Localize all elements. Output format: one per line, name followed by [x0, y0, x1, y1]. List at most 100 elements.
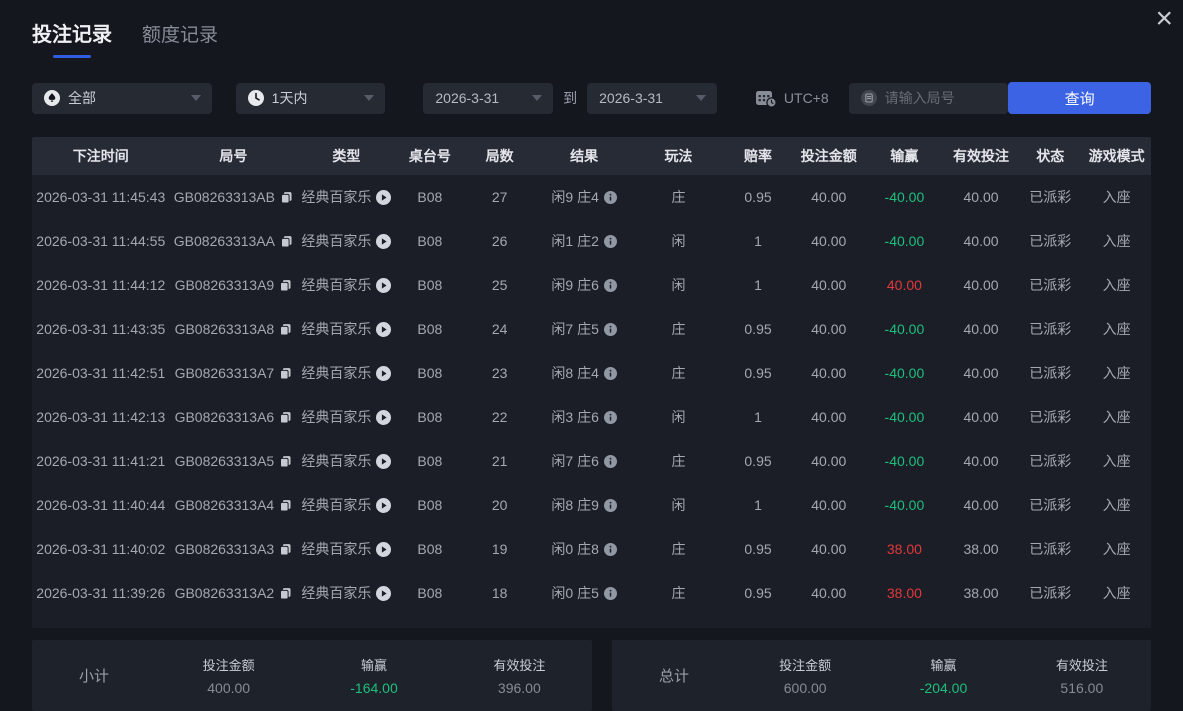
odds-cell: 0.95 [744, 365, 772, 381]
game-type-dropdown[interactable]: 全部 [32, 82, 212, 114]
table-row: 2026-03-31 11:42:13 GB08263313A6 经典百家乐 B… [32, 395, 1151, 439]
copy-icon[interactable] [279, 367, 292, 380]
copy-icon[interactable] [279, 499, 292, 512]
game-id-value: GB08263313A4 [174, 497, 275, 513]
game-id-search-box[interactable] [848, 82, 1009, 114]
info-icon[interactable] [603, 322, 617, 336]
play-video-icon[interactable] [376, 453, 392, 469]
win-loss-value: -40.00 [884, 453, 925, 469]
date-from-picker[interactable]: 2026-3-31 [423, 82, 554, 114]
bet-amount-cell: 40.00 [811, 321, 847, 337]
game-id-input[interactable] [884, 90, 997, 106]
stat-value: 396.00 [497, 680, 541, 696]
copy-icon[interactable] [279, 279, 292, 292]
game-mode-cell: 入座 [1102, 541, 1131, 557]
table-body: 2026-03-31 11:45:43 GB08263313AB 经典百家乐 B… [32, 175, 1151, 628]
play-video-icon[interactable] [376, 321, 392, 337]
timezone-indicator[interactable]: UTC+8 [755, 88, 829, 108]
play-video-icon[interactable] [376, 233, 392, 249]
column-header-play: 玩法 [664, 148, 693, 164]
play-video-icon[interactable] [376, 365, 392, 381]
result-value: 闲7 庄5 [551, 321, 599, 337]
info-icon[interactable] [603, 234, 617, 248]
game-id-cell: GB08263313AB [170, 189, 298, 205]
win-loss-value: -40.00 [884, 497, 925, 513]
play-video-icon[interactable] [376, 541, 392, 557]
info-icon[interactable] [603, 498, 617, 512]
table-no-cell: B08 [417, 409, 443, 425]
bet-amount-cell: 40.00 [811, 409, 847, 425]
info-icon[interactable] [603, 190, 617, 204]
search-button[interactable]: 查询 [1008, 82, 1151, 114]
close-icon[interactable]: × [1155, 2, 1173, 35]
play-video-icon[interactable] [376, 497, 392, 513]
copy-icon[interactable] [280, 235, 293, 248]
bet-time-cell: 2026-03-31 11:44:55 [36, 233, 166, 249]
win-loss-cell: -40.00 [865, 453, 944, 469]
table-no-cell: B08 [417, 541, 443, 557]
result-cell: 闲0 庄5 [535, 583, 633, 603]
tab-quota-records[interactable]: 额度记录 [142, 25, 219, 46]
subtotal-win-loss: 输赢 -164.00 [301, 655, 446, 696]
column-header-game-mode: 游戏模式 [1088, 148, 1145, 164]
column-header-game-id: 局号 [219, 148, 248, 164]
game-mode-cell: 入座 [1102, 189, 1131, 205]
result-cell: 闲0 庄8 [535, 539, 633, 559]
win-loss-cell: 40.00 [865, 277, 944, 293]
copy-icon[interactable] [279, 587, 292, 600]
column-header-round: 局数 [485, 148, 514, 164]
record-search-icon [860, 90, 877, 106]
copy-icon[interactable] [279, 455, 292, 468]
copy-icon[interactable] [279, 323, 292, 336]
to-label: 到 [563, 90, 578, 106]
copy-icon[interactable] [279, 543, 292, 556]
play-cell: 闲 [671, 233, 686, 249]
odds-cell: 1 [754, 233, 762, 249]
odds-cell: 1 [754, 277, 762, 293]
copy-icon[interactable] [279, 411, 292, 424]
game-id-cell: GB08263313AA [170, 233, 298, 249]
table-row: 2026-03-31 11:43:35 GB08263313A8 经典百家乐 B… [32, 307, 1151, 351]
round-cell: 27 [491, 189, 508, 205]
tab-bet-records[interactable]: 投注记录 [32, 18, 112, 58]
stat-label: 有效投注 [493, 658, 546, 673]
game-type-cell: 经典百家乐 [297, 583, 395, 603]
game-id-value: GB08263313AB [173, 189, 275, 205]
info-icon[interactable] [603, 542, 617, 556]
info-icon[interactable] [603, 278, 617, 292]
info-icon[interactable] [603, 586, 617, 600]
copy-icon[interactable] [280, 191, 293, 204]
stat-label: 输赢 [930, 658, 957, 673]
round-cell: 21 [491, 453, 508, 469]
round-cell: 19 [491, 541, 508, 557]
date-to-picker[interactable]: 2026-3-31 [587, 82, 717, 114]
result-value: 闲8 庄9 [551, 497, 599, 513]
result-value: 闲0 庄8 [551, 541, 599, 557]
odds-cell: 0.95 [744, 585, 772, 601]
result-cell: 闲8 庄9 [535, 495, 633, 515]
round-cell: 23 [491, 365, 508, 381]
play-cell: 庄 [671, 541, 686, 557]
game-id-cell: GB08263313A6 [170, 409, 298, 425]
bet-time-cell: 2026-03-31 11:39:26 [36, 585, 166, 601]
stat-label: 投注金额 [202, 658, 255, 673]
game-id-value: GB08263313A2 [174, 585, 275, 601]
total-bet-amount: 投注金额 600.00 [736, 655, 874, 696]
column-header-type: 类型 [332, 148, 361, 164]
play-video-icon[interactable] [376, 189, 392, 205]
play-cell: 庄 [671, 321, 686, 337]
valid-bet-cell: 40.00 [963, 409, 999, 425]
status-cell: 已派彩 [1029, 409, 1072, 425]
play-video-icon[interactable] [376, 409, 392, 425]
info-icon[interactable] [603, 454, 617, 468]
play-cell: 庄 [671, 365, 686, 381]
table-header: 下注时间 局号 类型 桌台号 局数 结果 玩法 赔率 投注金额 输赢 有效投注 … [32, 137, 1151, 175]
odds-cell: 0.95 [744, 189, 772, 205]
info-icon[interactable] [603, 366, 617, 380]
info-icon[interactable] [603, 410, 617, 424]
result-value: 闲3 庄6 [551, 409, 599, 425]
play-video-icon[interactable] [376, 585, 392, 601]
time-range-dropdown[interactable]: 1天内 [235, 82, 386, 114]
odds-cell: 1 [754, 409, 762, 425]
play-video-icon[interactable] [376, 277, 392, 293]
